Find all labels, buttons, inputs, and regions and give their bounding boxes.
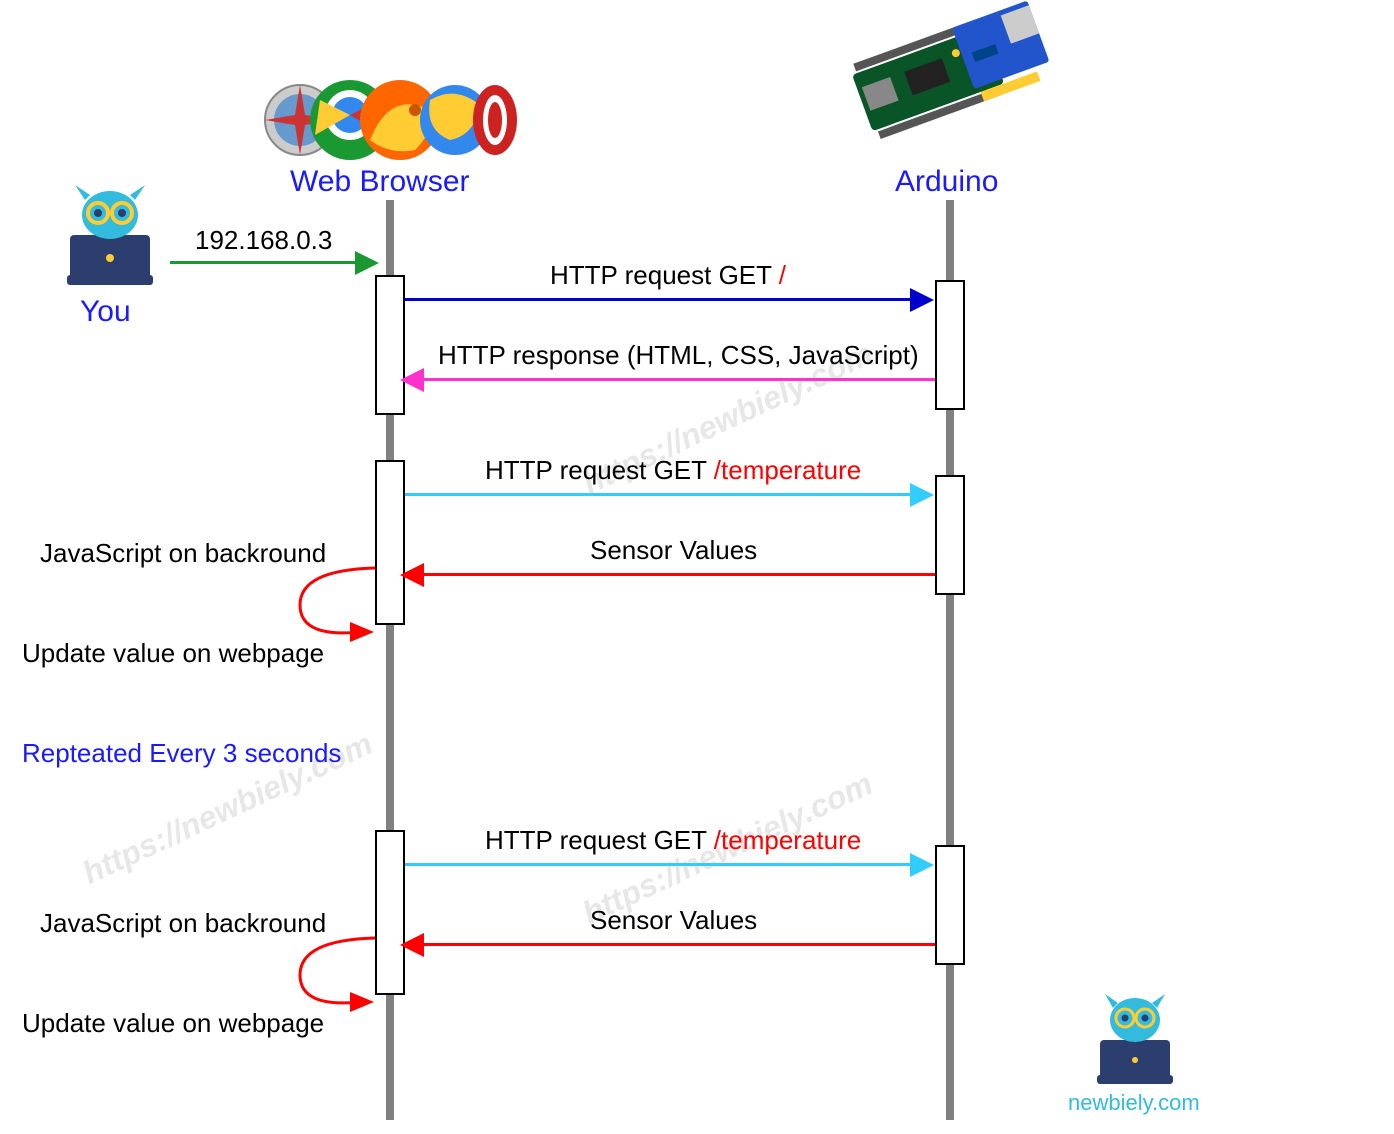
msg1-arrowhead [910, 286, 940, 314]
arduino-icon [830, 0, 1080, 165]
msg1-path: / [779, 260, 786, 290]
self-loop-1 [290, 560, 390, 650]
msg4-arrowhead [400, 561, 430, 589]
msg2-label: HTTP response (HTML, CSS, JavaScript) [438, 340, 919, 371]
msg5-path: /temperature [714, 825, 861, 855]
js-label-1: JavaScript on backround [40, 538, 326, 569]
msg3-text: HTTP request GET [485, 455, 714, 485]
update-label-1: Update value on webpage [22, 638, 324, 669]
js-label-2: JavaScript on backround [40, 908, 326, 939]
msg1-label: HTTP request GET / [550, 260, 786, 291]
msg5-text: HTTP request GET [485, 825, 714, 855]
msg5-arrow [405, 863, 920, 866]
msg5-label: HTTP request GET /temperature [485, 825, 861, 856]
msg5-arrowhead [910, 851, 940, 879]
msg1-text: HTTP request GET [550, 260, 779, 290]
arduino-label: Arduino [895, 165, 998, 199]
ip-arrow [170, 261, 365, 264]
msg6-arrowhead [400, 931, 430, 959]
msg3-arrowhead [910, 481, 940, 509]
msg3-label: HTTP request GET /temperature [485, 455, 861, 486]
browser-label: Web Browser [290, 165, 470, 199]
you-label: You [80, 295, 131, 329]
msg2-arrowhead [400, 366, 430, 394]
ip-address-label: 192.168.0.3 [195, 225, 332, 256]
msg4-arrow [420, 573, 935, 576]
msg3-arrow [405, 493, 920, 496]
msg6-arrow [420, 943, 935, 946]
update-label-2: Update value on webpage [22, 1008, 324, 1039]
msg6-label: Sensor Values [590, 905, 757, 936]
msg2-arrow [420, 378, 935, 381]
browser-icon [260, 60, 520, 175]
self-loop-2 [290, 930, 390, 1020]
logo-icon [1085, 990, 1185, 1095]
ip-arrowhead [355, 248, 385, 278]
browser-activation-1 [375, 275, 405, 415]
logo-text: newbiely.com [1068, 1090, 1200, 1116]
msg1-arrow [405, 298, 920, 301]
you-icon [55, 180, 165, 295]
msg3-path: /temperature [714, 455, 861, 485]
repeat-label: Repteated Every 3 seconds [22, 738, 341, 769]
msg4-label: Sensor Values [590, 535, 757, 566]
